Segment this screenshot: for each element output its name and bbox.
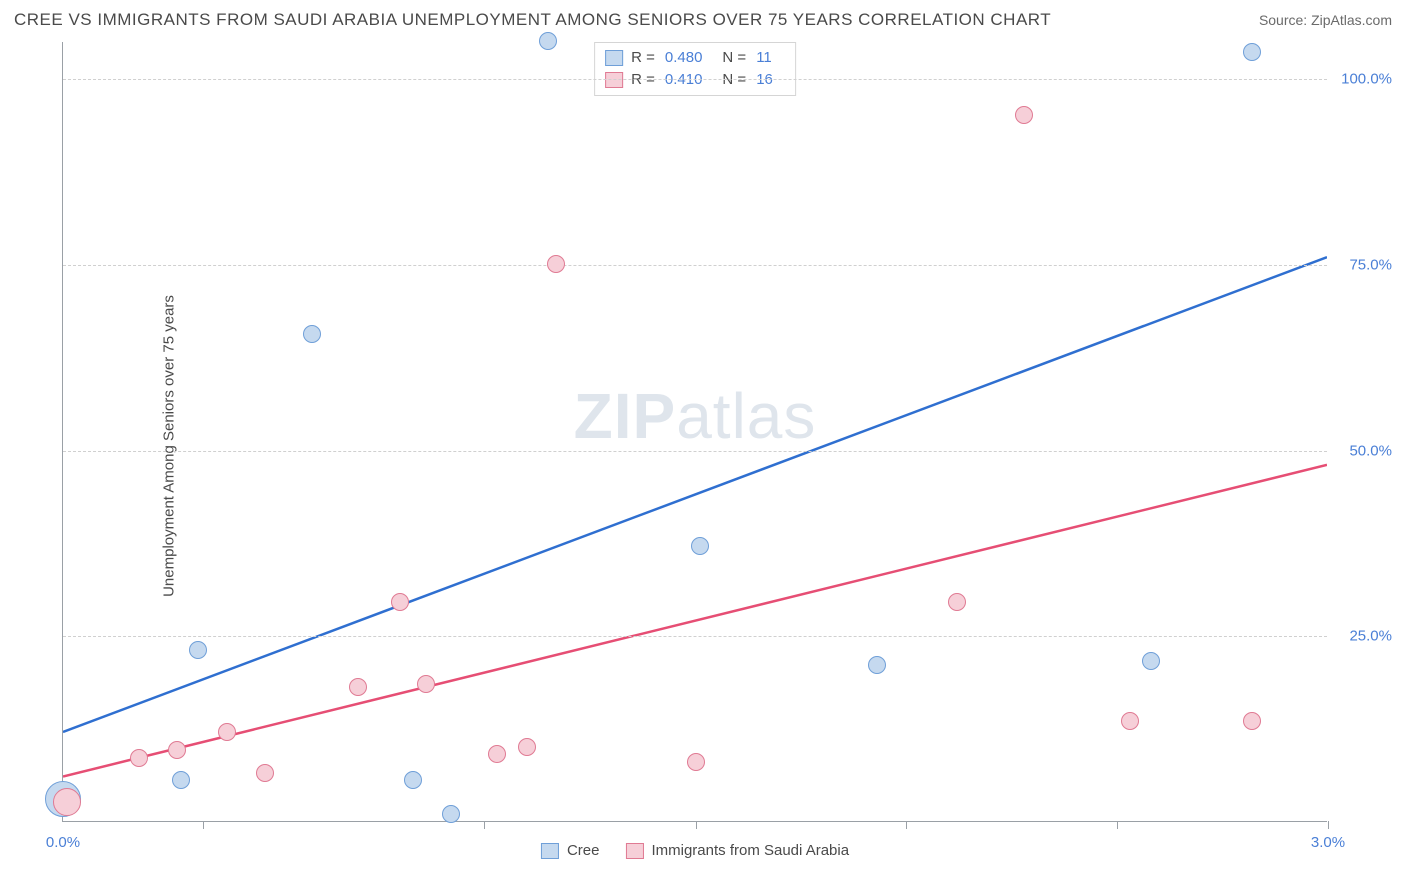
watermark-atlas: atlas	[676, 380, 816, 452]
x-tick	[203, 821, 204, 829]
scatter-point	[53, 788, 81, 816]
scatter-point	[539, 32, 557, 50]
gridline-h	[63, 265, 1327, 266]
scatter-point	[303, 325, 321, 343]
scatter-point	[547, 255, 565, 273]
scatter-point	[1243, 43, 1261, 61]
scatter-point	[391, 593, 409, 611]
chart-container: Unemployment Among Seniors over 75 years…	[50, 42, 1390, 850]
scatter-point	[518, 738, 536, 756]
scatter-point	[1243, 712, 1261, 730]
x-tick	[696, 821, 697, 829]
scatter-point	[256, 764, 274, 782]
scatter-point	[189, 641, 207, 659]
trend-line-1	[63, 465, 1327, 777]
watermark-zip: ZIP	[574, 380, 677, 452]
y-tick-label: 100.0%	[1341, 71, 1392, 88]
scatter-point	[488, 745, 506, 763]
scatter-point	[1142, 652, 1160, 670]
scatter-point	[1015, 106, 1033, 124]
x-tick	[484, 821, 485, 829]
y-tick-label: 75.0%	[1349, 256, 1392, 273]
n-label: N =	[722, 47, 746, 69]
y-tick-label: 50.0%	[1349, 442, 1392, 459]
chart-header: CREE VS IMMIGRANTS FROM SAUDI ARABIA UNE…	[14, 10, 1392, 30]
correlation-legend: R = 0.480 N = 11 R = 0.410 N = 16	[594, 42, 796, 96]
scatter-point	[130, 749, 148, 767]
plot-area: ZIPatlas R = 0.480 N = 11 R = 0.410 N = …	[62, 42, 1327, 822]
legend-label-1: Immigrants from Saudi Arabia	[651, 842, 849, 859]
swatch-cree	[541, 843, 559, 859]
legend-label-0: Cree	[567, 842, 600, 859]
scatter-point	[948, 593, 966, 611]
chart-source: Source: ZipAtlas.com	[1259, 12, 1392, 28]
scatter-point	[404, 771, 422, 789]
scatter-point	[868, 656, 886, 674]
gridline-h	[63, 636, 1327, 637]
x-tick	[1328, 821, 1329, 829]
legend-item-1: Immigrants from Saudi Arabia	[625, 842, 849, 859]
legend-item-0: Cree	[541, 842, 600, 859]
scatter-point	[417, 675, 435, 693]
y-tick-label: 25.0%	[1349, 628, 1392, 645]
trend-line-0	[63, 257, 1327, 732]
scatter-point	[168, 741, 186, 759]
n-value-0: 11	[756, 47, 772, 69]
scatter-point	[218, 723, 236, 741]
x-tick	[906, 821, 907, 829]
swatch-cree	[605, 50, 623, 66]
r-label: R =	[631, 47, 655, 69]
swatch-saudi	[625, 843, 643, 859]
scatter-point	[1121, 712, 1139, 730]
x-tick-label: 0.0%	[46, 834, 80, 851]
chart-title: CREE VS IMMIGRANTS FROM SAUDI ARABIA UNE…	[14, 10, 1051, 30]
gridline-h	[63, 451, 1327, 452]
gridline-h	[63, 79, 1327, 80]
x-tick	[1117, 821, 1118, 829]
scatter-point	[442, 805, 460, 823]
correlation-row-0: R = 0.480 N = 11	[605, 47, 785, 69]
watermark: ZIPatlas	[574, 379, 817, 453]
scatter-point	[687, 753, 705, 771]
trend-lines	[63, 42, 1327, 821]
scatter-point	[172, 771, 190, 789]
scatter-point	[349, 678, 367, 696]
scatter-point	[691, 537, 709, 555]
r-value-0: 0.480	[665, 47, 703, 69]
series-legend: Cree Immigrants from Saudi Arabia	[541, 842, 849, 859]
x-tick-label: 3.0%	[1311, 834, 1345, 851]
